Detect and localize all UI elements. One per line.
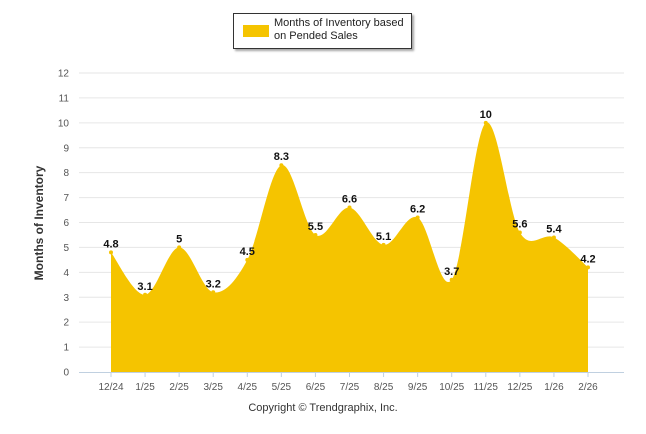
x-tick-label: 2/26 — [578, 382, 598, 393]
data-label: 5.5 — [308, 221, 323, 233]
x-tick-label: 10/25 — [439, 382, 464, 393]
legend-swatch — [243, 25, 269, 37]
data-point[interactable] — [551, 235, 556, 240]
legend[interactable]: Months of Inventory based on Pended Sale… — [233, 13, 412, 49]
data-label: 3.1 — [137, 281, 152, 293]
data-label: 5 — [176, 233, 182, 245]
y-tick-label: 8 — [63, 168, 69, 179]
y-tick-label: 10 — [58, 118, 70, 129]
data-point[interactable] — [586, 265, 590, 270]
data-label: 5.1 — [376, 231, 391, 243]
data-point[interactable] — [143, 292, 148, 297]
x-tick-label: 11/25 — [474, 382, 499, 393]
data-point[interactable] — [313, 232, 318, 237]
x-tick-label: 5/25 — [272, 382, 292, 393]
y-axis-title: Months of Inventory — [32, 165, 46, 280]
data-point[interactable] — [177, 245, 182, 250]
legend-label: Months of Inventory based on Pended Sale… — [274, 17, 404, 42]
data-label: 5.6 — [512, 218, 527, 230]
data-label: 5.4 — [546, 223, 562, 235]
data-point[interactable] — [381, 242, 386, 247]
x-tick-label: 3/25 — [203, 382, 223, 393]
data-label: 4.2 — [580, 253, 595, 265]
y-tick-label: 0 — [63, 368, 69, 379]
x-tick-label: 4/25 — [238, 382, 258, 393]
y-tick-label: 5 — [63, 243, 69, 254]
data-point[interactable] — [245, 257, 250, 262]
copyright-credit: Copyright © Trendgraphix, Inc. — [248, 402, 398, 414]
data-point[interactable] — [347, 205, 352, 210]
data-label: 4.8 — [103, 238, 118, 250]
data-label: 3.7 — [444, 266, 459, 278]
data-label: 3.2 — [206, 278, 221, 290]
data-point[interactable] — [415, 215, 420, 220]
x-tick-label: 12/24 — [98, 382, 123, 393]
x-tick-label: 6/25 — [306, 382, 326, 393]
data-label: 10 — [480, 109, 492, 121]
data-point[interactable] — [483, 120, 488, 125]
y-tick-label: 7 — [63, 193, 69, 204]
x-tick-label: 9/25 — [408, 382, 428, 393]
x-tick-label: 8/25 — [374, 382, 394, 393]
x-tick-label: 12/25 — [507, 382, 532, 393]
data-label: 6.2 — [410, 204, 425, 216]
y-tick-label: 4 — [63, 268, 69, 279]
series-area — [111, 122, 588, 372]
data-point[interactable] — [279, 163, 284, 168]
x-tick-label: 1/26 — [544, 382, 564, 393]
x-tick-label: 7/25 — [340, 382, 360, 393]
plot-area — [109, 120, 590, 372]
data-point[interactable] — [211, 290, 216, 295]
y-tick-label: 11 — [59, 93, 70, 104]
y-tick-label: 12 — [58, 69, 70, 80]
y-tick-label: 2 — [63, 318, 69, 329]
data-point[interactable] — [517, 230, 522, 235]
y-tick-label: 3 — [63, 293, 69, 304]
data-label: 4.5 — [240, 246, 255, 258]
y-tick-label: 9 — [63, 143, 69, 154]
data-label: 6.6 — [342, 194, 357, 206]
x-tick-label: 2/25 — [169, 382, 189, 393]
y-tick-label: 1 — [63, 343, 69, 354]
data-point[interactable] — [449, 277, 454, 282]
data-point[interactable] — [109, 250, 113, 255]
data-label: 8.3 — [274, 151, 289, 163]
x-tick-label: 1/25 — [135, 382, 155, 393]
y-tick-label: 6 — [63, 218, 69, 229]
data-labels: 4.8 3.1 5 3.2 4.5 8.3 5.5 6.6 5.1 6.2 3.7 10 5.6 5.4 4… — [103, 109, 595, 293]
